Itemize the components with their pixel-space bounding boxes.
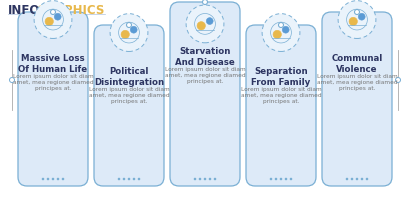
Text: Lorem ipsum dolor sit diam
amet, mea regione diamed
principes at.: Lorem ipsum dolor sit diam amet, mea reg… [88,87,169,104]
FancyBboxPatch shape [170,2,239,186]
Circle shape [42,178,44,180]
Circle shape [34,1,72,38]
Circle shape [45,17,53,26]
Circle shape [56,178,59,180]
Circle shape [395,77,400,82]
Text: Lorem ipsum dolor sit diam
amet, mea regione diamed
principes at.: Lorem ipsum dolor sit diam amet, mea reg… [164,67,245,84]
Circle shape [110,14,148,51]
Circle shape [348,17,357,26]
Circle shape [279,178,282,180]
Circle shape [50,9,55,15]
Circle shape [284,178,287,180]
Circle shape [289,178,292,180]
Circle shape [274,178,276,180]
Circle shape [121,30,129,39]
Circle shape [203,178,206,180]
Circle shape [350,178,353,180]
Circle shape [193,178,196,180]
FancyBboxPatch shape [18,12,88,186]
Circle shape [354,9,359,15]
Circle shape [269,178,272,180]
Circle shape [355,178,357,180]
FancyBboxPatch shape [321,12,391,186]
Circle shape [365,178,367,180]
Text: Lorem ipsum dolor sit diam
amet, mea regione diamed
principes at.: Lorem ipsum dolor sit diam amet, mea reg… [316,74,396,91]
Circle shape [337,1,375,38]
Circle shape [137,178,140,180]
Circle shape [186,5,223,43]
Text: Lorem ipsum dolor sit diam
amet, mea regione diamed
principes at.: Lorem ipsum dolor sit diam amet, mea reg… [13,74,93,91]
Circle shape [282,26,288,33]
Circle shape [357,13,364,20]
Circle shape [197,22,205,30]
Text: Massive Loss
Of Human Life: Massive Loss Of Human Life [18,54,88,74]
Circle shape [360,178,362,180]
Circle shape [47,178,49,180]
Text: Communal
Violence: Communal Violence [330,54,382,74]
Circle shape [127,178,130,180]
Circle shape [272,30,281,39]
Text: Separation
From Family: Separation From Family [251,67,310,87]
Circle shape [9,77,14,82]
Circle shape [126,22,131,27]
Circle shape [261,14,299,51]
Circle shape [130,26,137,33]
Text: Political
Disintegration: Political Disintegration [94,67,164,87]
Circle shape [61,178,64,180]
Circle shape [122,178,125,180]
Circle shape [208,178,211,180]
FancyBboxPatch shape [245,25,315,186]
Circle shape [133,178,135,180]
FancyBboxPatch shape [94,25,164,186]
Circle shape [54,13,61,20]
Circle shape [198,178,201,180]
Text: GRAPHICS: GRAPHICS [36,4,104,17]
Text: INFO: INFO [8,4,40,17]
Circle shape [206,18,213,24]
Circle shape [202,0,207,4]
Text: Lorem ipsum dolor sit diam
amet, mea regione diamed
principes at.: Lorem ipsum dolor sit diam amet, mea reg… [240,87,321,104]
Circle shape [278,22,283,27]
Circle shape [345,178,348,180]
Circle shape [213,178,216,180]
Text: Starvation
And Disease: Starvation And Disease [175,47,234,67]
Circle shape [52,178,54,180]
Circle shape [117,178,120,180]
